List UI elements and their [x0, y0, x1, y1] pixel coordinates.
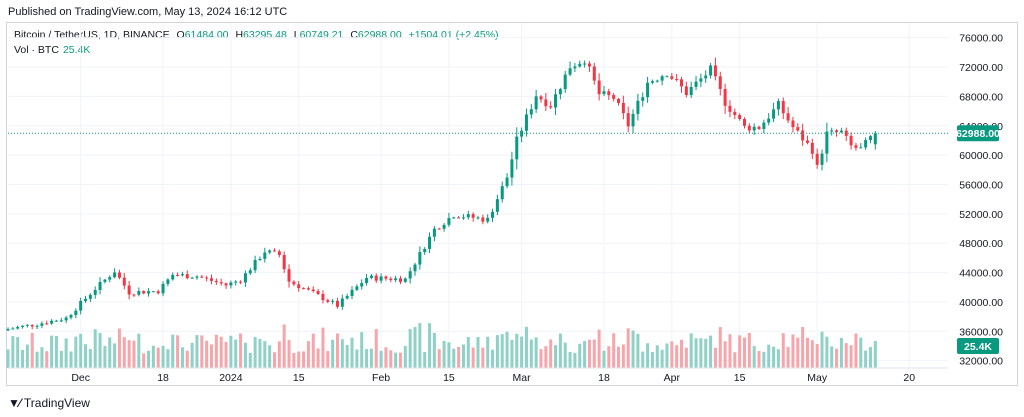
footer-brand-text: TradingView: [23, 396, 90, 410]
chart-legend: Bitcoin / TetherUS, 1D, BINANCE O61484.0…: [14, 29, 499, 41]
volume-value: 25.4K: [62, 44, 91, 56]
chart-frame: [6, 22, 1018, 386]
footer-brand[interactable]: ▼⁄ TradingView: [8, 396, 90, 410]
change-value: +1504.01 (+2.45%): [408, 29, 499, 41]
close-value: 62988.00: [357, 29, 402, 41]
open-label: O: [176, 29, 185, 41]
symbol-title[interactable]: Bitcoin / TetherUS, 1D, BINANCE: [14, 29, 170, 41]
volume-legend: Vol · BTC 25.4K: [14, 44, 90, 56]
high-value: 63295.48: [243, 29, 287, 41]
tradingview-logo-icon: ▼⁄: [8, 396, 21, 410]
close-label: C: [350, 29, 358, 41]
high-label: H: [235, 29, 244, 41]
volume-label[interactable]: Vol · BTC: [14, 44, 59, 56]
published-caption: Published on TradingView.com, May 13, 20…: [8, 6, 288, 18]
low-value: 60749.21: [299, 29, 344, 41]
open-value: 61484.00: [184, 29, 229, 41]
low-label: L: [293, 29, 300, 41]
